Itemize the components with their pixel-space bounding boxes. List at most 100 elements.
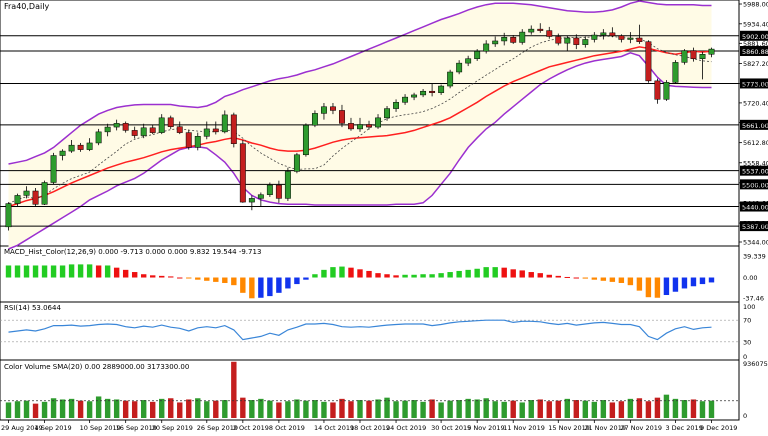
volume-bar[interactable]: [429, 399, 435, 418]
volume-bar[interactable]: [231, 361, 237, 418]
volume-bar[interactable]: [708, 400, 715, 418]
macd-bar[interactable]: [492, 267, 498, 278]
volume-bar[interactable]: [213, 400, 219, 418]
macd-bar[interactable]: [140, 274, 147, 278]
candle[interactable]: [185, 132, 192, 148]
volume-bar[interactable]: [104, 398, 111, 418]
macd-bar[interactable]: [159, 275, 165, 278]
volume-bar[interactable]: [204, 401, 210, 418]
candle[interactable]: [257, 194, 264, 199]
volume-bar[interactable]: [483, 398, 489, 418]
candle[interactable]: [546, 30, 553, 37]
candle[interactable]: [203, 128, 210, 137]
macd-bar[interactable]: [177, 277, 183, 279]
macd-bar[interactable]: [321, 269, 327, 278]
macd-bar[interactable]: [77, 264, 84, 278]
macd-bar[interactable]: [240, 277, 246, 293]
candle[interactable]: [104, 126, 111, 133]
volume-bar[interactable]: [672, 398, 679, 418]
volume-bar[interactable]: [195, 398, 201, 418]
macd-bar[interactable]: [104, 265, 111, 278]
volume-bar[interactable]: [627, 398, 634, 418]
macd-bar[interactable]: [258, 277, 264, 298]
volume-bar[interactable]: [519, 402, 525, 418]
candle[interactable]: [275, 184, 282, 199]
macd-bar[interactable]: [591, 277, 598, 280]
macd-bar[interactable]: [348, 267, 354, 278]
candle[interactable]: [537, 28, 544, 31]
volume-bar[interactable]: [249, 400, 255, 418]
volume-bar[interactable]: [32, 403, 39, 418]
macd-bar[interactable]: [366, 270, 372, 278]
candle[interactable]: [339, 110, 345, 124]
volume-bar[interactable]: [510, 400, 516, 418]
macd-bar[interactable]: [438, 273, 444, 278]
macd-bar[interactable]: [447, 272, 453, 278]
macd-bar[interactable]: [14, 265, 21, 278]
volume-bar[interactable]: [285, 401, 291, 418]
macd-bar[interactable]: [375, 273, 381, 278]
macd-bar[interactable]: [411, 274, 417, 278]
macd-bar[interactable]: [564, 276, 570, 278]
volume-bar[interactable]: [501, 401, 507, 418]
macd-bar[interactable]: [510, 269, 516, 278]
candle[interactable]: [438, 85, 445, 93]
volume-bar[interactable]: [582, 400, 589, 418]
candle[interactable]: [131, 130, 138, 136]
candle[interactable]: [681, 50, 688, 63]
macd-bar[interactable]: [131, 272, 138, 278]
candle[interactable]: [402, 96, 409, 103]
macd-bar[interactable]: [357, 269, 363, 278]
macd-bar[interactable]: [456, 270, 462, 278]
macd-bar[interactable]: [627, 277, 634, 286]
volume-bar[interactable]: [303, 400, 309, 418]
volume-bar[interactable]: [384, 397, 390, 418]
volume-bar[interactable]: [438, 402, 444, 418]
volume-bar[interactable]: [528, 400, 534, 418]
candle[interactable]: [86, 142, 93, 150]
macd-bar[interactable]: [249, 277, 255, 299]
volume-bar[interactable]: [122, 400, 129, 418]
macd-bar[interactable]: [204, 277, 210, 281]
volume-bar[interactable]: [690, 399, 697, 418]
volume-bar[interactable]: [591, 401, 598, 418]
volume-bar[interactable]: [348, 401, 354, 418]
macd-bar[interactable]: [636, 277, 643, 291]
candle[interactable]: [420, 90, 427, 96]
volume-bar[interactable]: [140, 400, 147, 418]
candle[interactable]: [600, 32, 607, 36]
candle[interactable]: [591, 34, 598, 40]
volume-bar[interactable]: [150, 401, 156, 418]
candle[interactable]: [429, 90, 436, 93]
volume-bar[interactable]: [59, 399, 66, 418]
candle[interactable]: [14, 195, 21, 204]
macd-bar[interactable]: [501, 267, 507, 278]
volume-bar[interactable]: [267, 400, 273, 418]
candle[interactable]: [384, 108, 390, 119]
candle[interactable]: [456, 62, 463, 73]
macd-bar[interactable]: [384, 274, 390, 278]
candle[interactable]: [672, 62, 679, 83]
macd-bar[interactable]: [68, 264, 75, 278]
macd-bar[interactable]: [168, 276, 174, 278]
macd-bar[interactable]: [294, 277, 300, 285]
candle[interactable]: [140, 127, 147, 136]
volume-bar[interactable]: [186, 399, 192, 418]
macd-bar[interactable]: [402, 274, 408, 278]
candle[interactable]: [320, 106, 327, 114]
volume-bar[interactable]: [474, 399, 480, 418]
volume-bar[interactable]: [168, 398, 174, 418]
candle[interactable]: [5, 203, 12, 228]
macd-bar[interactable]: [429, 274, 435, 278]
volume-bar[interactable]: [258, 398, 264, 418]
macd-bar[interactable]: [537, 273, 543, 278]
volume-bar[interactable]: [5, 402, 12, 418]
candle[interactable]: [465, 58, 472, 64]
volume-bar[interactable]: [77, 400, 84, 418]
macd-bar[interactable]: [519, 270, 525, 278]
volume-bar[interactable]: [50, 398, 57, 418]
volume-bar[interactable]: [86, 401, 93, 418]
volume-bar[interactable]: [456, 400, 462, 418]
candle[interactable]: [348, 123, 354, 130]
volume-bar[interactable]: [555, 400, 561, 418]
